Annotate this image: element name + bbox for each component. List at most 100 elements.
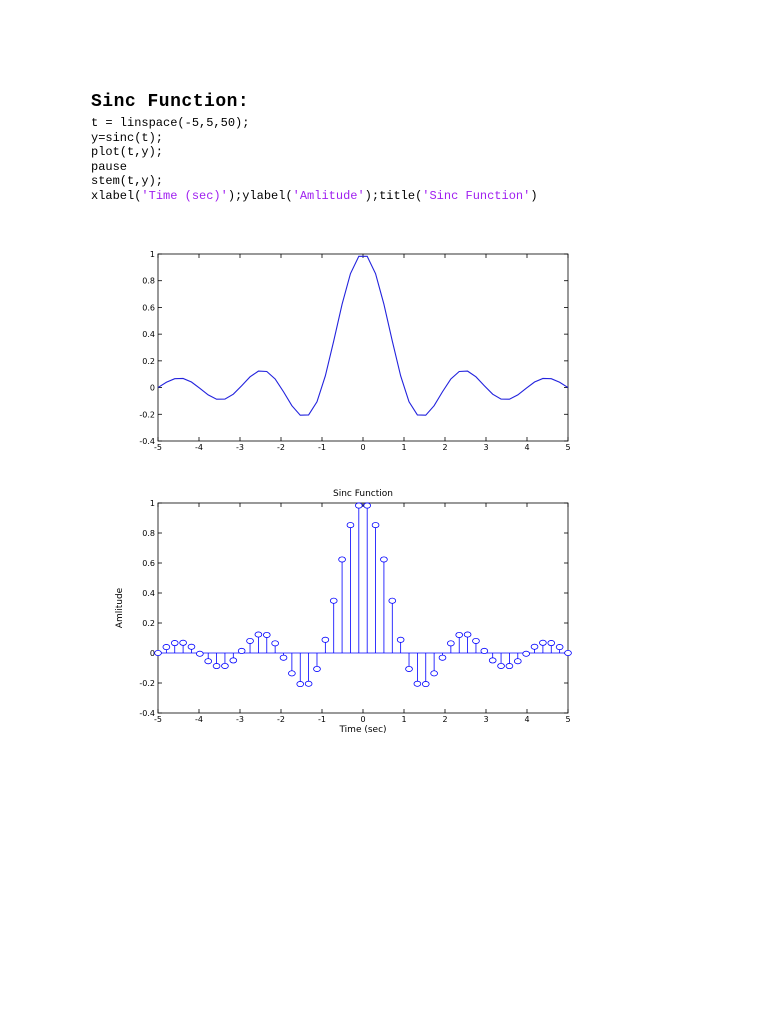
stem-marker bbox=[187, 643, 196, 650]
stem-marker bbox=[196, 650, 204, 657]
x-tick-label: -5 bbox=[154, 715, 162, 724]
x-axis-label: Time (sec) bbox=[338, 725, 386, 735]
x-tick-label: -4 bbox=[195, 443, 203, 452]
stem-marker bbox=[405, 665, 413, 672]
x-tick-label: -2 bbox=[277, 715, 285, 724]
stem-marker bbox=[154, 650, 162, 657]
stem-marker bbox=[346, 522, 355, 529]
stem-marker bbox=[380, 556, 388, 563]
line-plot: -5 -4 -3 -2 -1 0 1 2 3 4 5 -0.4 -0.2 0 0.2 0.4 0.6 0.8 1 bbox=[139, 250, 570, 452]
code-line: xlabel('Time (sec)');ylabel('Amlitude');… bbox=[91, 189, 538, 204]
plot-area-box bbox=[157, 502, 569, 714]
stem-marker bbox=[522, 650, 530, 657]
stem-marker bbox=[430, 670, 438, 677]
x-tick-label: 1 bbox=[401, 443, 406, 452]
stem-marker bbox=[254, 631, 263, 638]
y-tick-label: -0.4 bbox=[139, 437, 155, 446]
x-tick-label: 4 bbox=[524, 443, 529, 452]
stem-marker bbox=[555, 644, 564, 651]
stem-marker bbox=[296, 681, 305, 688]
series-line-sinc bbox=[157, 255, 569, 416]
y-axis-label: Amlitude bbox=[115, 587, 125, 628]
x-tick-label: -3 bbox=[236, 443, 244, 452]
stem-marker bbox=[262, 631, 271, 638]
code-line: stem(t,y); bbox=[91, 174, 538, 189]
x-tick-label: 0 bbox=[360, 715, 365, 724]
x-tick-label: 3 bbox=[483, 715, 488, 724]
stem-marker bbox=[271, 640, 279, 647]
y-tick-label: 0.4 bbox=[142, 589, 155, 598]
code-token: pause bbox=[91, 159, 128, 174]
code-token: t = linspace(-5,5,50); bbox=[91, 116, 250, 130]
x-tick-label: 0 bbox=[360, 443, 365, 452]
x-tick-label: -5 bbox=[154, 443, 162, 452]
y-tick-label: 0.6 bbox=[142, 559, 155, 568]
stem-marker bbox=[162, 644, 171, 651]
code-token: );title( bbox=[364, 188, 423, 203]
stem-marker bbox=[505, 663, 514, 670]
stem-marker bbox=[547, 640, 556, 647]
x-tick-label: 4 bbox=[524, 715, 529, 724]
y-tick-label: 0.6 bbox=[142, 303, 155, 312]
y-tick-label: 1 bbox=[150, 250, 155, 259]
stem-marker bbox=[513, 658, 522, 665]
x-tick-label: -1 bbox=[318, 443, 326, 452]
y-tick-label: 0 bbox=[150, 384, 155, 393]
code-token: plot(t,y); bbox=[91, 145, 164, 160]
code-token: xlabel( bbox=[91, 188, 142, 203]
stem-marker bbox=[497, 662, 505, 669]
y-tick-label: 0.2 bbox=[142, 619, 155, 628]
stem-marker bbox=[564, 650, 572, 657]
stem-marker bbox=[447, 640, 455, 647]
stem-marker bbox=[338, 556, 346, 563]
document-heading: Sinc Function: bbox=[91, 92, 250, 112]
y-tick-label: -0.2 bbox=[139, 679, 155, 688]
y-tick-label: 0 bbox=[150, 649, 155, 658]
stem-marker bbox=[313, 665, 321, 672]
code-token: stem(t,y); bbox=[91, 174, 164, 189]
stem-marker bbox=[539, 639, 547, 646]
x-tick-label: 2 bbox=[442, 715, 447, 724]
stem-marker bbox=[438, 654, 447, 661]
stem-marker bbox=[329, 597, 338, 604]
stem-marker bbox=[229, 657, 238, 664]
stem-marker bbox=[530, 643, 539, 650]
stem-marker bbox=[237, 647, 246, 654]
code-token: );ylabel( bbox=[227, 188, 293, 203]
stem-marker bbox=[413, 680, 422, 687]
stem-marker bbox=[221, 662, 229, 669]
stem-marker bbox=[488, 657, 497, 664]
x-tick-label: -3 bbox=[236, 715, 244, 724]
stem-marker bbox=[288, 670, 296, 677]
stem-plot: -5 -4 -3 -2 -1 0 1 2 3 4 5 -0.4 -0.2 0 0.2 0.4 0.6 0.8 1 Si… bbox=[115, 489, 572, 735]
matlab-code-block: t = linspace(-5,5,50); y=sinc(t); plot(t,y… bbox=[91, 116, 538, 204]
x-tick-label: 2 bbox=[442, 443, 447, 452]
code-line: pause bbox=[91, 160, 538, 175]
stem-marker bbox=[170, 640, 179, 647]
stem-marker bbox=[355, 502, 363, 509]
y-tick-label: -0.4 bbox=[139, 709, 155, 718]
stem-marker bbox=[371, 522, 380, 529]
code-token: y=sinc(t); bbox=[91, 130, 164, 145]
stem-marker bbox=[304, 680, 313, 687]
stem-marker bbox=[455, 631, 464, 638]
code-string-literal: 'Sinc Function' bbox=[422, 188, 531, 203]
chart-title: Sinc Function bbox=[333, 489, 393, 499]
code-line: plot(t,y); bbox=[91, 145, 538, 160]
y-tick-label: 0.4 bbox=[142, 330, 155, 339]
stem-marker bbox=[421, 681, 430, 688]
stem-marker bbox=[204, 658, 213, 665]
stem-marker bbox=[246, 637, 254, 644]
x-tick-label: -1 bbox=[318, 715, 326, 724]
stem-marker bbox=[179, 639, 187, 646]
code-token: ) bbox=[530, 188, 538, 203]
x-tick-label: 3 bbox=[483, 443, 488, 452]
y-tick-label: -0.2 bbox=[139, 410, 155, 419]
y-tick-label: 0.2 bbox=[142, 357, 155, 366]
code-line: t = linspace(-5,5,50); bbox=[91, 116, 538, 131]
stem-marker bbox=[388, 597, 397, 604]
x-tick-label: 1 bbox=[401, 715, 406, 724]
stem-marker bbox=[472, 637, 480, 644]
stem-marker bbox=[480, 647, 489, 654]
